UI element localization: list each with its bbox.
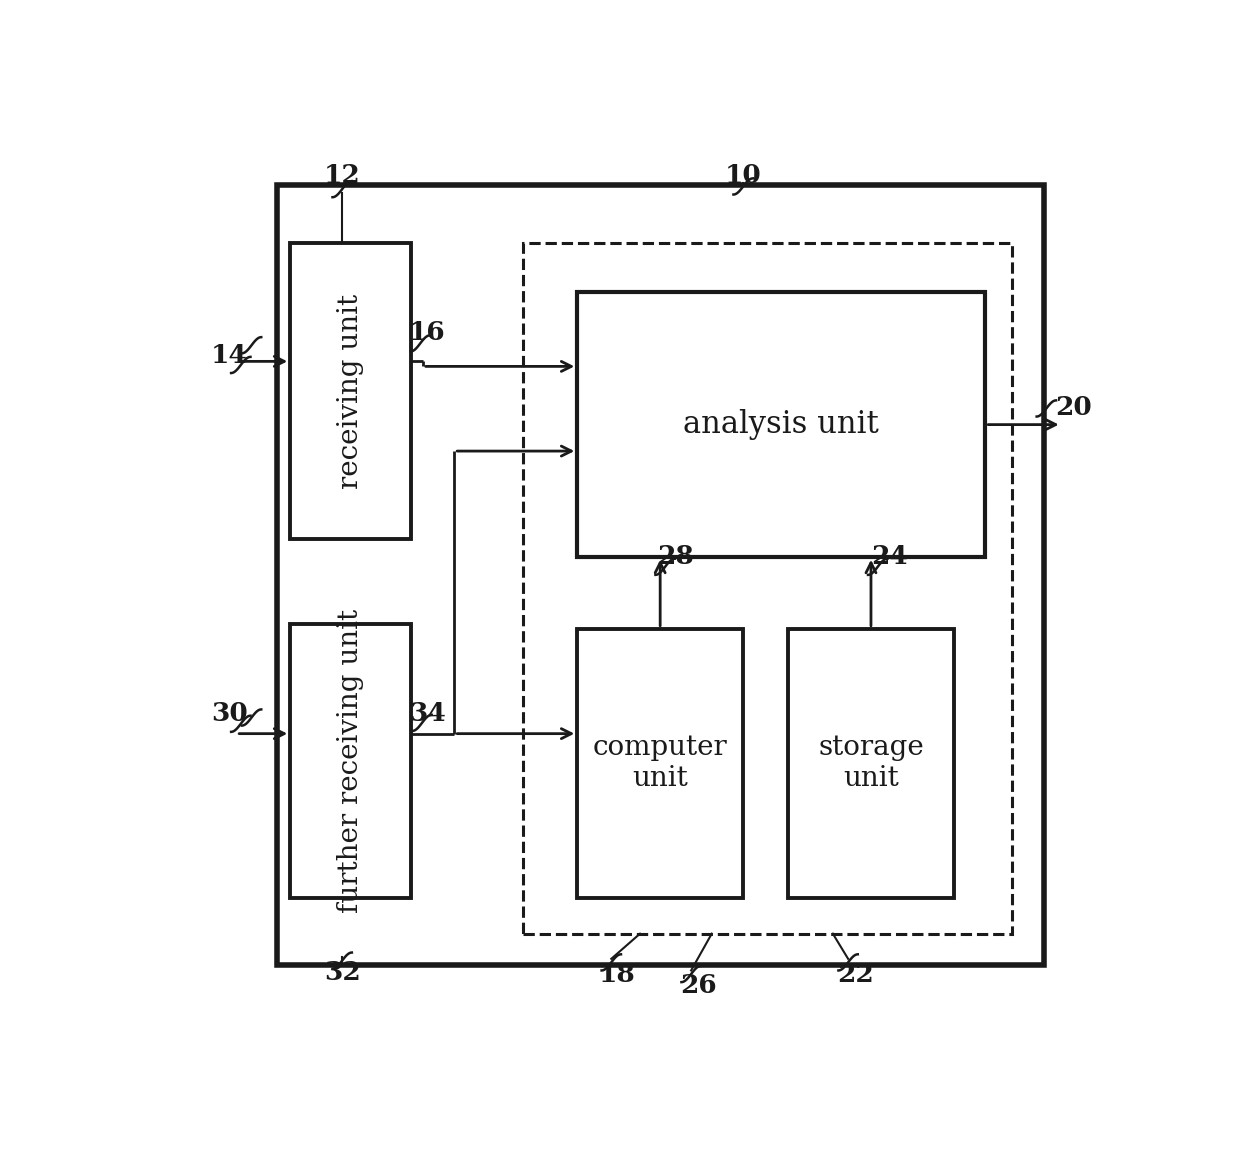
Text: receiving unit: receiving unit xyxy=(337,294,365,488)
Text: 34: 34 xyxy=(409,701,446,727)
Text: further receiving unit: further receiving unit xyxy=(337,609,365,913)
Bar xyxy=(523,243,1012,933)
Text: 16: 16 xyxy=(409,320,445,345)
Bar xyxy=(290,243,412,539)
Bar xyxy=(577,292,986,557)
Text: 24: 24 xyxy=(870,544,908,570)
Text: computer
unit: computer unit xyxy=(593,734,728,792)
Text: 32: 32 xyxy=(324,960,361,984)
Text: 12: 12 xyxy=(324,163,361,189)
Text: 18: 18 xyxy=(599,961,636,987)
Text: 10: 10 xyxy=(724,163,761,189)
Text: 28: 28 xyxy=(657,544,694,570)
Text: analysis unit: analysis unit xyxy=(683,409,879,440)
Text: storage
unit: storage unit xyxy=(818,734,924,792)
Bar xyxy=(787,629,954,898)
Bar xyxy=(277,184,1044,965)
Text: 22: 22 xyxy=(837,961,874,987)
Text: 14: 14 xyxy=(211,343,248,368)
Text: 30: 30 xyxy=(211,701,248,727)
Bar xyxy=(290,624,412,898)
Bar xyxy=(577,629,743,898)
Text: 26: 26 xyxy=(680,973,717,998)
Text: 20: 20 xyxy=(1055,395,1091,419)
